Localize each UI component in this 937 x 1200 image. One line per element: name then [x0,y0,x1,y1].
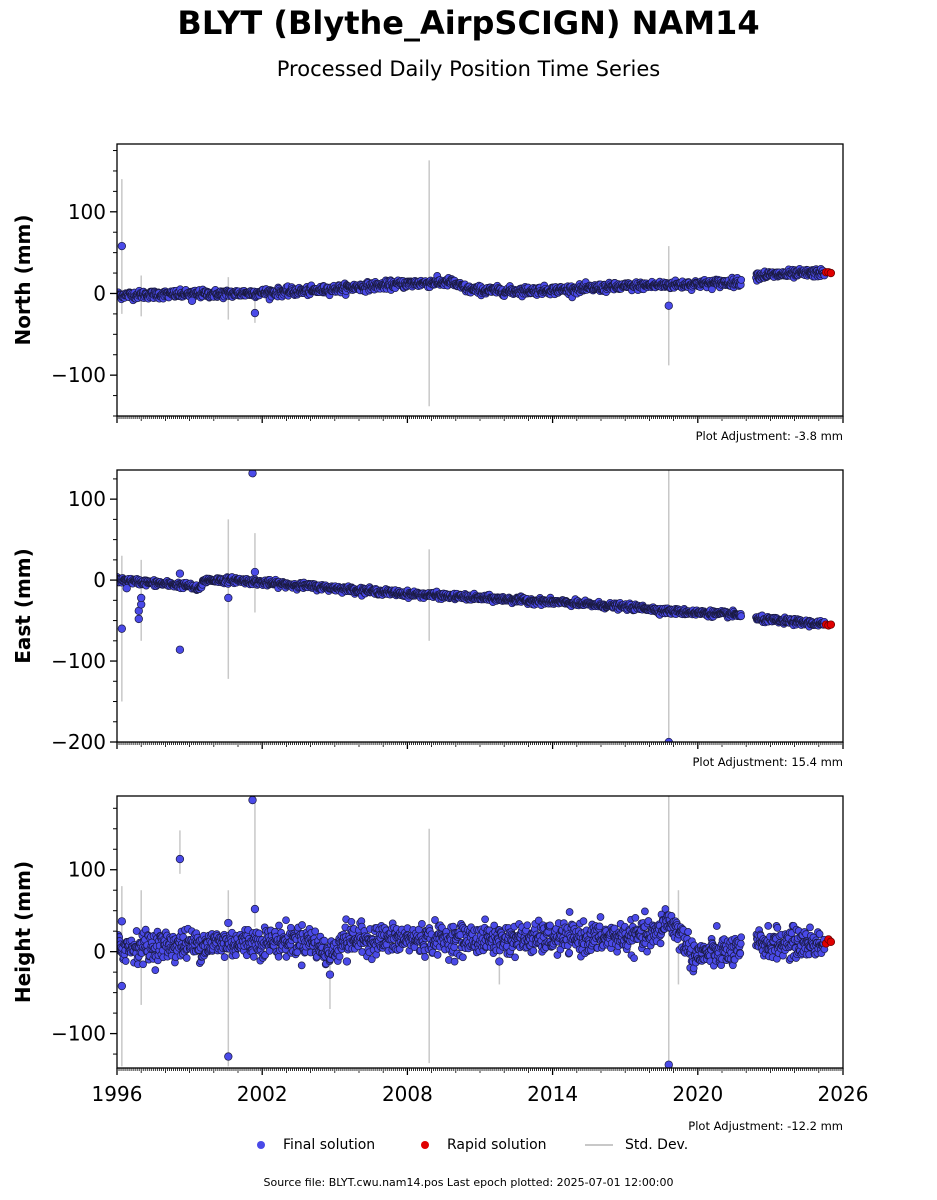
y-tick-label: −100 [51,1022,106,1046]
x-tick-label: 2002 [237,1082,288,1106]
legend-stddev: Std. Dev. [585,1137,688,1153]
outlier-point [117,624,126,633]
y-tick-label: 100 [68,487,106,511]
legend: Final solution Rapid solution Std. Dev. [0,1137,937,1159]
page-subtitle: Processed Daily Position Time Series [276,57,661,81]
y-axis-label: North (mm) [11,214,35,345]
outlier-point [117,917,126,926]
legend-final-label: Final solution [283,1137,376,1153]
y-tick-label: 100 [68,200,106,224]
y-axis-label: Height (mm) [11,861,35,1003]
outlier-point [325,970,335,979]
plot-area [117,160,836,407]
y-tick-label: −100 [51,363,106,387]
legend-rapid-label: Rapid solution [447,1137,547,1153]
x-tick-label: 2026 [818,1082,869,1106]
panel-2: −100 0 100 1996 2002 2008 2014 2020 2026 Height (… [11,795,869,1133]
outlier-point [224,1052,233,1061]
outlier-point [175,569,185,578]
x-tick-label: 1996 [92,1082,143,1106]
plot-area [117,470,836,742]
outlier-point [664,301,673,310]
outlier-point [664,737,673,742]
x-tick-label: 2020 [672,1082,723,1106]
outlier-point [664,1060,673,1068]
final-solution-points [117,905,829,976]
legend-rapid: Rapid solution [421,1137,547,1153]
outlier-point [224,593,233,603]
outlier-point [175,854,185,864]
plot-adjustment-note: Plot Adjustment: 15.4 mm [692,755,843,769]
y-tick-label: 0 [93,568,106,592]
outlier-point [187,296,197,305]
outlier-point [137,593,146,603]
outlier-point [224,918,233,928]
outlier-point [117,981,126,991]
outlier-point [495,957,504,966]
y-axis-label: East (mm) [11,548,35,664]
final-marker-icon [257,1141,265,1149]
outlier-point [134,614,143,624]
x-tick-label: 2014 [527,1082,578,1106]
source-footer: Source file: BLYT.cwu.nam14.pos Last epo… [263,1176,674,1189]
outlier-point [342,957,352,966]
outlier-point [248,470,257,478]
outlier-point [250,567,260,577]
plot-adjustment-note: Plot Adjustment: -12.2 mm [688,1119,843,1133]
outlier-point [250,308,260,318]
y-tick-label: 0 [93,940,106,964]
outlier-point [250,904,260,914]
y-tick-label: −200 [51,730,106,754]
rapid-solution-point [826,620,836,629]
y-tick-label: −100 [51,649,106,673]
rapid-solution-point [826,937,836,946]
plot-adjustment-note: Plot Adjustment: -3.8 mm [696,429,843,443]
outlier-point [117,241,126,251]
final-solution-points [117,573,829,631]
rapid-solution-point [826,268,836,278]
page-title: BLYT (Blythe_AirpSCIGN) NAM14 [177,4,760,42]
panel-1: −200 −100 0 100 East (mm) Plot Adjustment: 15… [11,469,844,769]
final-solution-points [117,264,829,305]
legend-stddev-label: Std. Dev. [625,1137,689,1153]
panel-0: −100 0 100 North (mm) Plot Adjustment: -3.8 … [11,143,844,443]
x-tick-label: 2008 [382,1082,433,1106]
y-tick-label: 0 [93,281,106,305]
rapid-marker-icon [421,1141,429,1149]
plot-area [117,796,836,1068]
outlier-point [175,645,185,654]
y-tick-label: 100 [68,858,106,882]
plot-frame [116,469,844,743]
stddev-line-icon [585,1144,613,1146]
legend-final: Final solution [257,1137,375,1153]
outlier-point [122,584,131,593]
outlier-point [248,796,257,805]
